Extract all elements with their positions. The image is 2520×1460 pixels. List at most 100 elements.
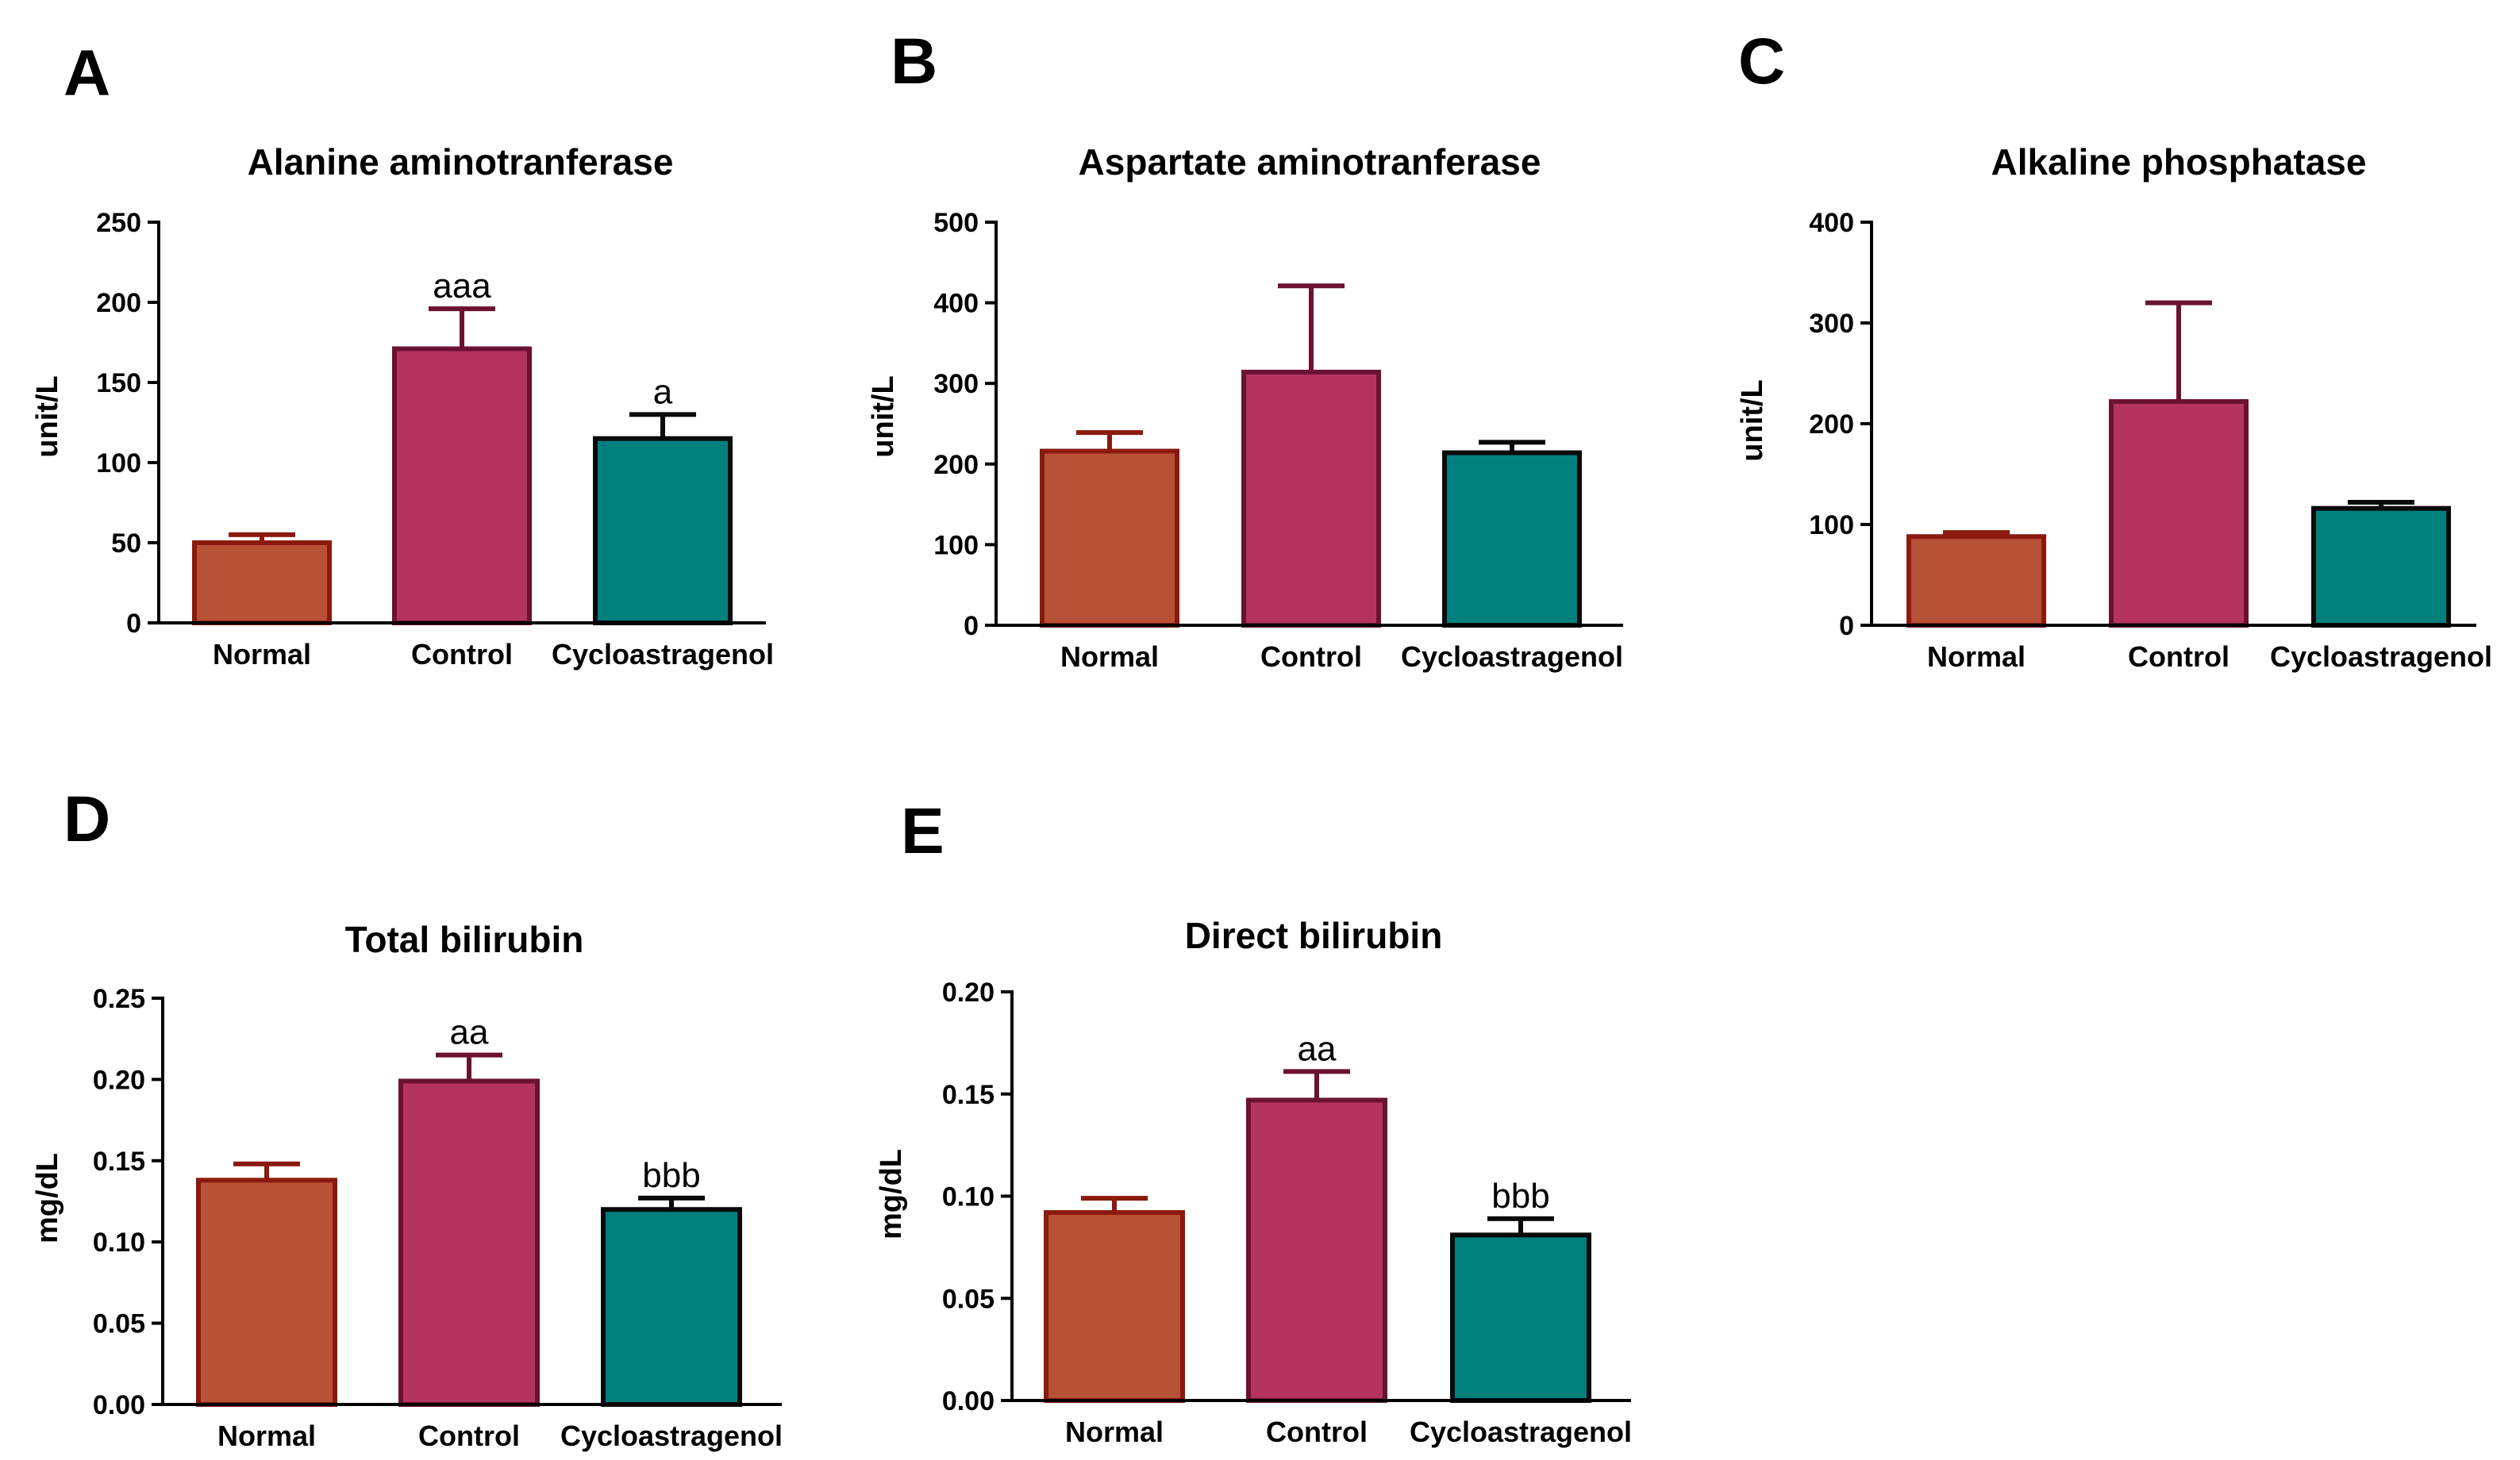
- panel-e: E Direct bilirubin mg/dL Normal aa Control…: [875, 795, 1632, 1448]
- significance-label-control: aa: [450, 1013, 489, 1052]
- bar-control: [1241, 369, 1381, 628]
- plot-area: Normal Control Cycloastragenol 0 100 200 300 40…: [933, 208, 1623, 673]
- bar-normal: [1040, 448, 1179, 628]
- panel-b: B Aspartate aminotranferase unit/L Norma…: [867, 25, 1623, 673]
- y-tick-label: 200: [96, 288, 141, 318]
- bar-cycloastragenol: [1450, 1232, 1591, 1404]
- bar-control: [398, 1078, 540, 1407]
- y-axis-label: mg/dL: [875, 1149, 908, 1239]
- bar-group-control: Control: [1241, 283, 1381, 673]
- y-tick-label: 500: [933, 208, 979, 238]
- y-tick-label: 300: [933, 369, 979, 399]
- y-tick-label: 150: [96, 368, 141, 398]
- y-tick-label: 0.10: [942, 1182, 995, 1212]
- chart-title: Alanine aminotranferase: [248, 141, 674, 182]
- category-label-cycloastragenol: Cycloastragenol: [2270, 640, 2492, 673]
- y-tick-label: 0: [126, 609, 141, 639]
- significance-label-cycloastragenol: bbb: [1491, 1177, 1549, 1216]
- bar-normal: [196, 1178, 337, 1407]
- category-label-control: Control: [2128, 640, 2230, 673]
- category-label-control: Control: [1266, 1416, 1368, 1448]
- y-tick-label: 0: [1839, 611, 1854, 641]
- bar-cycloastragenol: [1442, 450, 1582, 628]
- panel-letter: D: [63, 783, 110, 855]
- y-tick-label: 250: [96, 208, 141, 238]
- panel-a: A Alanine aminotranferase unit/L Normal a…: [31, 37, 774, 670]
- significance-label-control: aa: [1298, 1029, 1337, 1068]
- bar-group-cycloastragenol: Cycloastragenol: [2270, 500, 2492, 673]
- panel-d: D Total bilirubin mg/dL Normal aa Control b…: [31, 783, 783, 1452]
- bar-control: [2109, 399, 2249, 628]
- y-tick-label: 0.25: [93, 984, 145, 1014]
- y-tick-label: 0.20: [93, 1065, 145, 1095]
- category-label-cycloastragenol: Cycloastragenol: [552, 638, 774, 670]
- chart-title: Aspartate aminotranferase: [1079, 141, 1541, 182]
- significance-label-cycloastragenol: a: [653, 372, 673, 411]
- plot-area: Normal aa Control bbb Cycloastragenol 0.00 0.0…: [93, 984, 783, 1452]
- y-tick-label: 0.15: [942, 1080, 995, 1110]
- bar-group-cycloastragenol: bbb Cycloastragenol: [1410, 1177, 1632, 1448]
- category-label-cycloastragenol: Cycloastragenol: [560, 1420, 783, 1452]
- y-axis-label: mg/dL: [31, 1153, 64, 1243]
- bar-group-control: Control: [2109, 300, 2249, 673]
- bar-control: [392, 346, 532, 625]
- bar-control: [1246, 1097, 1387, 1403]
- bar-group-normal: Normal: [1044, 1196, 1185, 1448]
- y-tick-label: 0.05: [942, 1284, 995, 1314]
- category-label-cycloastragenol: Cycloastragenol: [1401, 640, 1623, 673]
- category-label-normal: Normal: [213, 638, 311, 670]
- plot-area: Normal aa Control bbb Cycloastragenol 0.00 0.0…: [942, 978, 1632, 1448]
- plot-area: Normal aaa Control a Cycloastragenol 0 50 100 15…: [96, 208, 774, 670]
- category-label-control: Control: [418, 1420, 520, 1452]
- bar-group-control: aa Control: [1246, 1029, 1387, 1448]
- y-tick-label: 400: [933, 289, 979, 319]
- y-tick-label: 0.10: [93, 1228, 145, 1258]
- plot-area: Normal Control Cycloastragenol 0 100 200 300 40…: [1809, 208, 2492, 673]
- panel-letter: A: [63, 37, 110, 110]
- bar-group-normal: Normal: [1906, 530, 2046, 673]
- bar-group-cycloastragenol: Cycloastragenol: [1401, 440, 1623, 673]
- chart-title: Direct bilirubin: [1185, 915, 1443, 956]
- bar-group-control: aaa Control: [392, 267, 532, 670]
- panel-letter: B: [891, 25, 937, 98]
- category-label-normal: Normal: [217, 1420, 316, 1452]
- y-tick-label: 50: [111, 528, 141, 559]
- y-tick-label: 400: [1809, 208, 1854, 238]
- panel-letter: E: [901, 795, 945, 867]
- category-label-normal: Normal: [1065, 1416, 1164, 1448]
- category-label-cycloastragenol: Cycloastragenol: [1410, 1416, 1632, 1448]
- y-axis-label: unit/L: [867, 375, 900, 457]
- category-label-normal: Normal: [1060, 640, 1159, 673]
- y-tick-label: 0.05: [93, 1309, 145, 1339]
- y-tick-label: 0.00: [942, 1386, 995, 1416]
- panel-c: C Alkaline phosphatase unit/L Normal Cont…: [1736, 25, 2492, 673]
- y-axis-label: unit/L: [31, 375, 64, 457]
- panel-letter: C: [1738, 25, 1785, 98]
- significance-label-cycloastragenol: bbb: [642, 1156, 700, 1195]
- category-label-control: Control: [411, 638, 513, 670]
- y-tick-label: 100: [1809, 510, 1854, 540]
- significance-label-control: aaa: [433, 267, 491, 305]
- category-label-normal: Normal: [1927, 640, 2026, 673]
- bar-group-normal: Normal: [1040, 430, 1179, 673]
- y-tick-label: 200: [1809, 409, 1854, 440]
- y-tick-label: 0.00: [93, 1390, 145, 1420]
- y-tick-label: 0: [964, 611, 979, 641]
- y-tick-label: 0.15: [93, 1147, 145, 1177]
- bar-cycloastragenol: [2311, 505, 2451, 628]
- category-label-control: Control: [1260, 640, 1362, 673]
- bar-normal: [192, 540, 332, 625]
- y-axis-label: unit/L: [1736, 379, 1769, 461]
- y-tick-label: 200: [933, 450, 979, 480]
- bar-normal: [1044, 1210, 1185, 1403]
- y-tick-label: 100: [96, 448, 141, 478]
- y-tick-label: 0.20: [942, 978, 995, 1008]
- bar-normal: [1906, 534, 2046, 628]
- y-tick-label: 300: [1809, 309, 1854, 339]
- bar-cycloastragenol: [601, 1207, 742, 1407]
- bar-group-normal: Normal: [196, 1161, 337, 1452]
- bar-group-cycloastragenol: a Cycloastragenol: [552, 372, 774, 670]
- chart-title: Total bilirubin: [345, 919, 584, 960]
- bar-group-control: aa Control: [398, 1013, 540, 1452]
